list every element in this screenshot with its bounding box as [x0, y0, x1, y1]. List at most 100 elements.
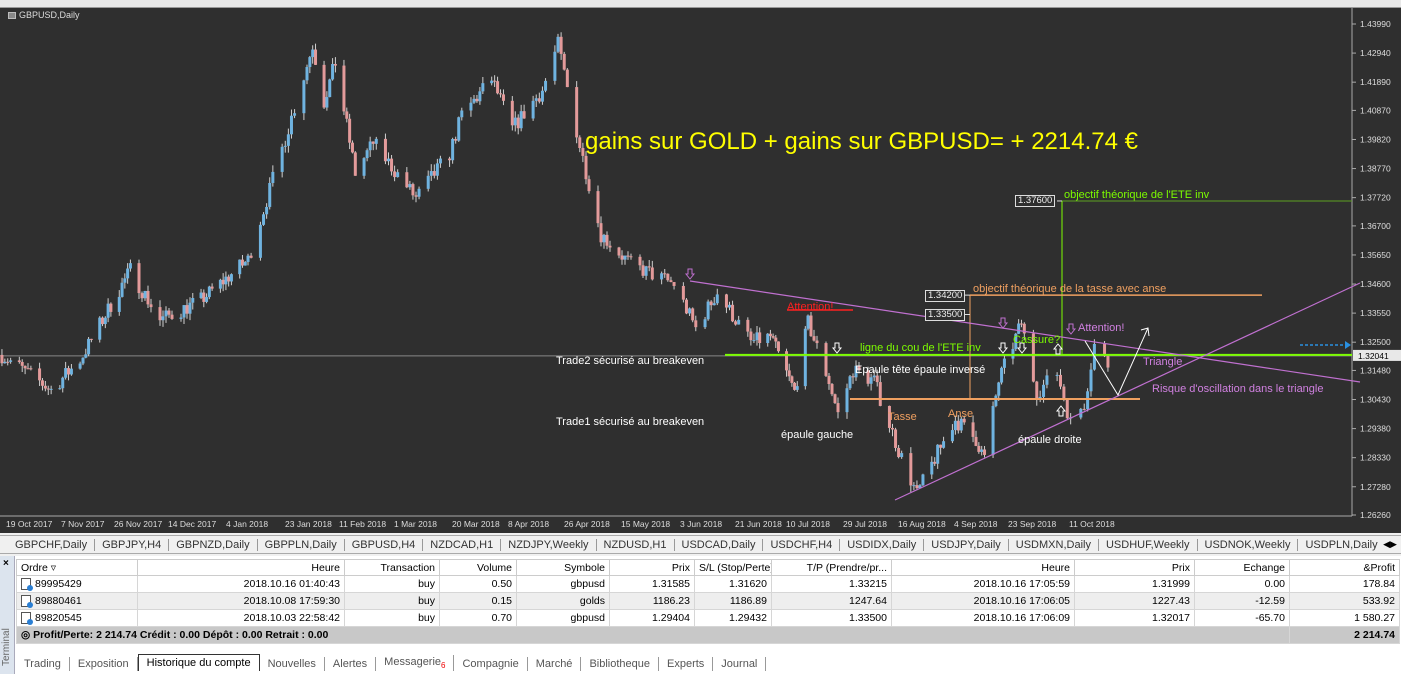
column-header[interactable]: Heure	[137, 559, 345, 576]
bear-candle	[350, 142, 354, 153]
bull-candle	[243, 261, 247, 266]
column-header[interactable]: Transaction	[344, 559, 440, 576]
tab-alertes[interactable]: Alertes	[325, 657, 377, 671]
column-header[interactable]: Heure	[891, 559, 1075, 576]
tab-journal[interactable]: Journal	[713, 657, 767, 671]
tab-messagerie[interactable]: Messagerie6	[376, 654, 455, 671]
table-cell: 1.29404	[609, 609, 695, 627]
column-header[interactable]: Ordre ▿	[16, 559, 138, 576]
symbol-tabs-scroll[interactable]: ◀▶	[1379, 536, 1401, 553]
date-tick-label: 10 Jul 2018	[786, 519, 830, 529]
symbol-tab[interactable]: GBPJPY,H4	[95, 538, 170, 551]
bear-candle	[663, 273, 667, 275]
bear-candle	[0, 354, 4, 364]
column-header[interactable]: S/L (Stop/Perte)	[694, 559, 772, 576]
table-row[interactable]: 89880461 2018.10.08 17:59:30 buy 0.15 golds 1…	[16, 592, 1400, 610]
tab-marché[interactable]: Marché	[528, 657, 582, 671]
bull-candle	[387, 158, 390, 162]
column-header[interactable]: Symbole	[516, 559, 610, 576]
bear-candle	[46, 388, 50, 390]
column-header[interactable]: &Profit	[1289, 559, 1400, 576]
bear-candle	[1059, 374, 1062, 387]
bear-candle	[353, 152, 357, 176]
bear-candle	[638, 256, 642, 266]
bear-candle	[790, 376, 794, 383]
bull-candle	[293, 113, 297, 116]
bear-candle	[1019, 323, 1023, 325]
ete-target-price-box: 1.37600	[1015, 195, 1056, 207]
table-row[interactable]: 89995429 2018.10.16 01:40:43 buy 0.50 gbpusd…	[16, 575, 1400, 593]
symbol-tab[interactable]: GBPNZD,Daily	[169, 538, 258, 551]
bear-candle	[167, 310, 171, 315]
tab-nouvelles[interactable]: Nouvelles	[260, 657, 325, 671]
column-header[interactable]: T/P (Prendre/pr...	[771, 559, 892, 576]
symbol-tab[interactable]: USDJPY,Daily	[924, 538, 1009, 551]
cell-text: gbpusd	[570, 578, 605, 590]
table-cell: gbpusd	[516, 575, 610, 593]
bull-candle	[556, 36, 560, 52]
symbol-tab[interactable]: USDPLN,Daily	[1298, 538, 1386, 551]
tab-exposition[interactable]: Exposition	[70, 657, 138, 671]
bull-candle	[58, 388, 62, 390]
date-tick-label: 1 Mar 2018	[394, 519, 437, 529]
symbol-tab[interactable]: USDIDX,Daily	[840, 538, 925, 551]
symbol-tab[interactable]: USDCHF,H4	[763, 538, 841, 551]
arrow-down-icon	[684, 268, 696, 280]
cell-text: 1.29404	[652, 612, 690, 624]
close-icon[interactable]: ×	[3, 558, 9, 569]
symbol-tab[interactable]: GBPPLN,Daily	[258, 538, 345, 551]
bear-candle	[6, 361, 10, 363]
price-tick-label: 1.40870	[1360, 105, 1391, 115]
bear-candle	[620, 255, 624, 260]
bull-candle	[513, 117, 517, 126]
symbol-tab[interactable]: USDCAD,Daily	[675, 538, 764, 551]
bull-candle	[426, 175, 430, 189]
symbol-tab[interactable]: NZDUSD,H1	[597, 538, 675, 551]
bull-candle	[872, 375, 876, 378]
column-header[interactable]: Echange	[1194, 559, 1290, 576]
bull-candle	[921, 474, 925, 486]
price-tick-label: 1.27280	[1360, 482, 1391, 492]
bull-candle	[795, 386, 799, 390]
symbol-tab[interactable]: USDMXN,Daily	[1009, 538, 1099, 551]
bull-candle	[328, 79, 332, 98]
tab-trading[interactable]: Trading	[16, 657, 70, 671]
bull-candle	[283, 145, 287, 147]
bull-candle	[199, 292, 203, 299]
bull-candle	[1055, 374, 1059, 376]
tab-historique-du-compte[interactable]: Historique du compte	[137, 654, 260, 671]
symbol-tab[interactable]: USDNOK,Weekly	[1198, 538, 1299, 551]
total-profit: 2 214.74	[1289, 626, 1400, 644]
column-header[interactable]: Prix	[1074, 559, 1195, 576]
symbol-tab[interactable]: GBPCHF,Daily	[8, 538, 96, 551]
symbol-tab[interactable]: USDHUF,Weekly	[1099, 538, 1198, 551]
cell-text: 1 580.27	[1354, 612, 1395, 624]
bear-candle	[977, 445, 981, 452]
bull-candle	[1011, 348, 1015, 359]
column-header[interactable]: Prix	[609, 559, 695, 576]
tab-experts[interactable]: Experts	[659, 657, 714, 671]
chart-window[interactable]: 1.43990 1.42940 1.41890 1.40870 1.39820 1.387…	[0, 8, 1401, 533]
column-header[interactable]: Volume	[439, 559, 517, 576]
price-tick-label: 1.43990	[1360, 19, 1391, 29]
symbol-tab[interactable]: NZDCAD,H1	[423, 538, 502, 551]
bull-candle	[218, 279, 222, 289]
price-chart[interactable]: 1.43990 1.42940 1.41890 1.40870 1.39820 1.387…	[0, 8, 1401, 533]
arrow-down-icon	[831, 342, 843, 354]
table-cell: 2018.10.03 22:58:42	[137, 609, 345, 627]
bull-candle	[703, 319, 707, 328]
symbol-tab[interactable]: NZDJPY,Weekly	[501, 538, 597, 551]
table-cell: 178.84	[1289, 575, 1400, 593]
bear-candle	[516, 117, 520, 129]
bull-candle	[953, 420, 957, 431]
price-tick-label: 1.42940	[1360, 48, 1391, 58]
symbol-tab[interactable]: GBPUSD,H4	[345, 538, 424, 551]
bear-candle	[1062, 386, 1066, 400]
table-cell: golds	[516, 592, 610, 610]
bull-candle	[869, 377, 873, 384]
bear-candle	[909, 453, 913, 486]
tab-compagnie[interactable]: Compagnie	[454, 657, 528, 671]
tab-bibliotheque[interactable]: Bibliotheque	[581, 657, 659, 671]
table-row[interactable]: 89820545 2018.10.03 22:58:42 buy 0.70 gbpusd…	[16, 609, 1400, 627]
table-cell: 1186.89	[694, 592, 772, 610]
